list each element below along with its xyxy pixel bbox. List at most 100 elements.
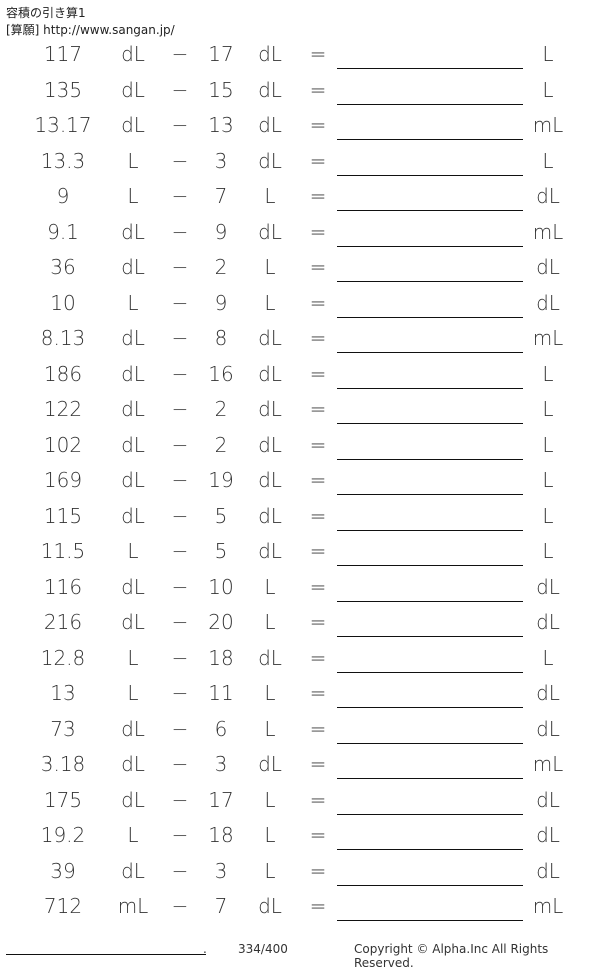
subtrahend: 5 [214,539,228,563]
answer-blank[interactable] [337,387,523,389]
answer-blank[interactable] [337,210,523,211]
minus-sign: − [171,894,189,918]
subtrahend: 2 [214,397,228,421]
minus-sign: − [171,645,189,670]
answer-blank[interactable] [337,849,523,850]
subtrahend: 3 [214,858,228,883]
minus-sign: − [171,184,189,208]
minuend-unit: L [127,823,139,847]
answer-unit: dL [536,290,560,315]
problem-row: 36 dL − 2 L = dL [0,255,600,290]
equals-sign: = [309,539,327,563]
minuend: 169 [43,468,83,492]
page-number: 334/400 [238,942,288,956]
subtrahend-unit: dL [258,645,282,670]
answer-blank[interactable] [337,139,523,140]
answer-unit: dL [536,610,560,634]
answer-blank[interactable] [337,281,523,282]
subtrahend-unit: L [264,610,276,634]
subtrahend: 3 [214,752,228,776]
answer-blank[interactable] [337,103,523,105]
answer-unit: mL [532,894,564,918]
subtrahend: 8 [214,326,228,350]
problem-row: 135 dL −15 dL = L [0,78,600,113]
minuend-unit: mL [117,894,149,918]
answer-blank[interactable] [337,174,523,176]
answer-blank[interactable] [337,920,523,921]
minus-sign: − [171,752,189,776]
answer-blank[interactable] [337,423,523,424]
subtrahend: 17 [208,787,234,812]
equals-sign: = [309,468,327,492]
subtrahend: 15 [208,77,234,102]
answer-blank[interactable] [337,316,523,318]
subtrahend: 5 [214,503,228,528]
worksheet-subtitle: [算願] http://www.sangan.jp/ [6,23,175,37]
minuend-unit: dL [121,255,145,279]
problem-row: 102 dL −2 dL = L [0,433,600,468]
answer-blank[interactable] [337,707,523,708]
answer-unit: dL [536,823,560,847]
answer-blank[interactable] [337,494,523,495]
minuend-unit: dL [121,397,145,421]
subtrahend: 7 [214,894,228,918]
subtrahend-unit: L [264,574,276,599]
problem-row: 216 dL −20 L = dL [0,610,600,645]
answer-unit: L [542,361,554,386]
answer-blank[interactable] [337,636,523,637]
equals-sign: = [309,503,327,528]
answer-unit: L [542,42,554,66]
subtrahend: 6 [214,716,228,741]
minus-sign: − [171,77,189,102]
equals-sign: = [309,397,327,421]
answer-unit: dL [536,255,560,279]
problem-row: 9.1 dL −9 dL = mL [0,220,600,255]
subtrahend: 16 [208,361,234,386]
minuend: 186 [43,361,83,386]
answer-blank[interactable] [337,671,523,673]
answer-blank[interactable] [337,600,523,602]
subtrahend: 18 [208,823,234,847]
minuend-unit: L [127,148,139,173]
minuend: 175 [43,787,83,812]
problem-row: 3.18 dL − 3 dL = mL [0,752,600,787]
answer-blank[interactable] [337,884,523,886]
problem-row: 8.13 dL − 8 dL = mL [0,326,600,361]
minuend: 13.3 [40,148,86,173]
minuend: 8.13 [40,326,86,350]
subtrahend-unit: L [264,184,276,208]
subtrahend: 17 [208,42,234,66]
minuend-unit: dL [121,432,145,457]
minuend-unit: dL [121,113,145,137]
answer-blank[interactable] [337,68,523,69]
subtrahend-unit: L [264,858,276,883]
answer-blank[interactable] [337,245,523,247]
subtrahend-unit: dL [258,42,282,66]
subtrahend-unit: dL [258,113,282,137]
answer-blank[interactable] [337,458,523,460]
problem-row: 9 L − 7 L = dL [0,184,600,219]
answer-blank[interactable] [337,813,523,815]
answer-blank[interactable] [337,529,523,531]
subtrahend-unit: dL [258,752,282,776]
subtrahend-unit: dL [258,539,282,563]
equals-sign: = [309,894,327,918]
minuend: 712 [43,894,83,918]
answer-blank[interactable] [337,565,523,566]
minuend-unit: dL [121,361,145,386]
answer-blank[interactable] [337,352,523,353]
problem-row: 13.17 dL −13 dL = mL [0,113,600,148]
minuend: 11.5 [40,539,86,563]
problem-row: 169 dL −19 dL = L [0,468,600,503]
equals-sign: = [309,787,327,812]
answer-blank[interactable] [337,778,523,779]
answer-unit: mL [532,752,564,776]
minus-sign: − [171,219,189,244]
answer-unit: dL [536,184,560,208]
subtrahend: 18 [208,645,234,670]
problem-row: 712 mL −7 dL = mL [0,894,600,929]
answer-unit: L [542,432,554,457]
answer-unit: dL [536,787,560,812]
equals-sign: = [309,752,327,776]
answer-blank[interactable] [337,742,523,744]
